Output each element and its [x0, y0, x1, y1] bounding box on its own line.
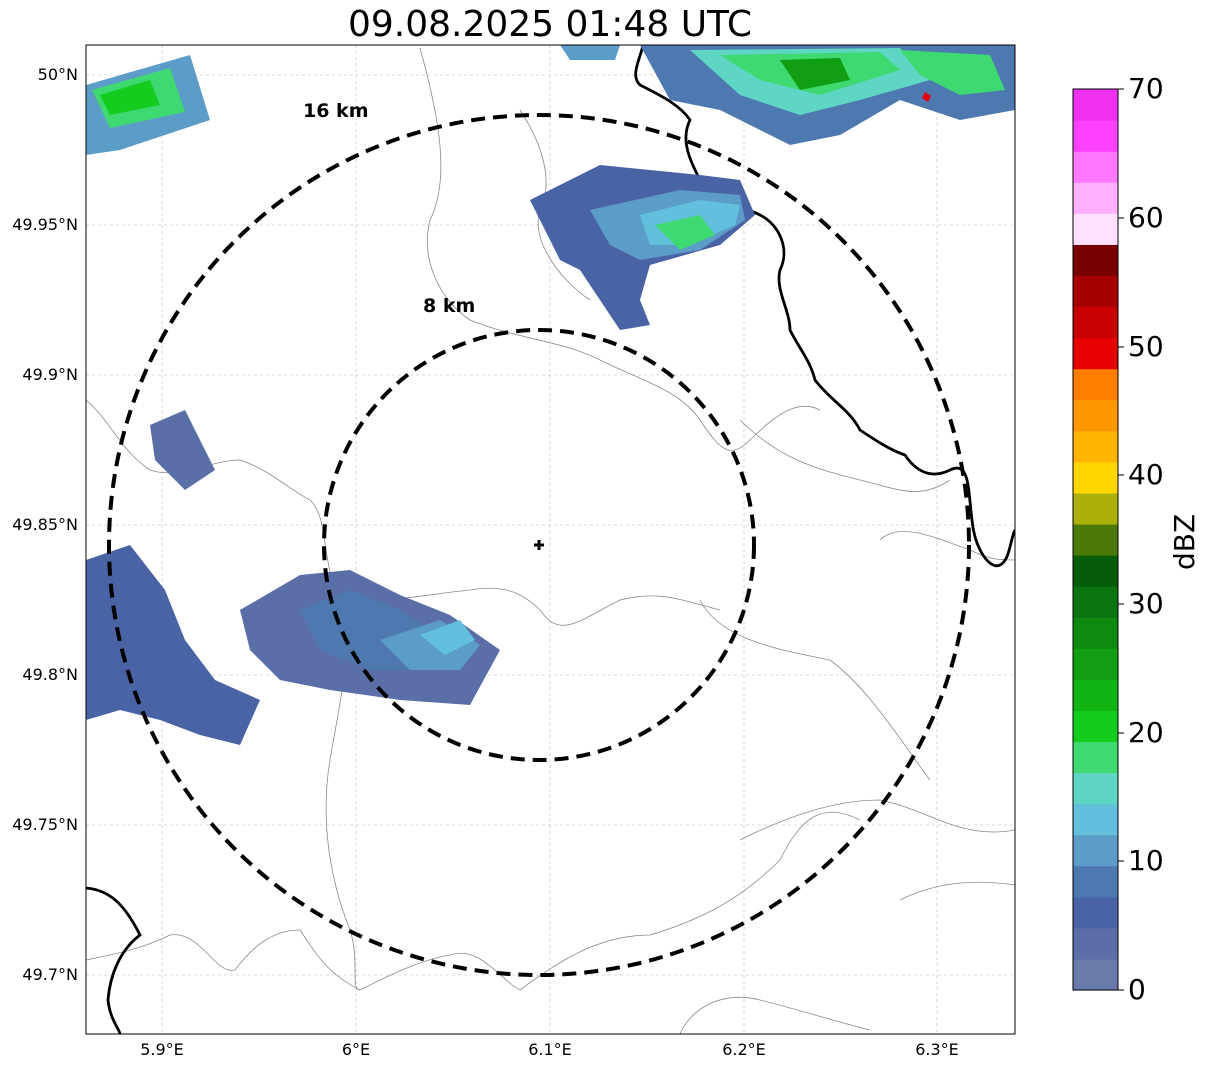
colorbar-tick-label: 20 [1128, 716, 1164, 749]
colorbar-segment [1073, 461, 1118, 494]
lat-label: 49.95°N [12, 215, 78, 234]
colorbar-frame [1072, 88, 1119, 991]
colorbar-tick-label: 70 [1128, 72, 1164, 105]
lat-label: 50°N [37, 65, 78, 84]
colorbar-tick-label: 60 [1128, 201, 1164, 234]
colorbar-segment [1073, 120, 1118, 152]
colorbar-segment [1073, 213, 1118, 245]
echo-cell-southwest [86, 545, 500, 745]
colorbar-tick-label: 40 [1128, 458, 1164, 491]
lon-label: 6°E [341, 1040, 371, 1059]
colorbar-segment [1073, 89, 1118, 121]
colorbar-segment [1073, 182, 1118, 214]
map-title: 09.08.2025 01:48 UTC [347, 4, 753, 45]
colorbar-tick-label: 10 [1128, 844, 1164, 877]
colorbar-segment [1073, 710, 1118, 743]
colorbar-ticks [1118, 88, 1124, 991]
echo-cell-northwest [86, 55, 210, 155]
lat-label: 49.9°N [22, 365, 78, 384]
colorbar-segment [1073, 368, 1118, 401]
colorbar-segment [1073, 337, 1118, 370]
colorbar-segment [1073, 430, 1118, 463]
echo-cell-northeast [530, 165, 755, 330]
radar-site-cross [534, 540, 544, 550]
ring-label-8km: 8 km [423, 295, 476, 317]
colorbar [1073, 89, 1118, 991]
country-borders [86, 45, 1015, 1034]
colorbar-tick-label: 0 [1128, 973, 1146, 1006]
colorbar-segment [1073, 741, 1118, 774]
colorbar-segment [1073, 586, 1118, 618]
lon-label: 6.1°E [528, 1040, 572, 1059]
lon-label: 6.3°E [915, 1040, 959, 1059]
echo-cell-west [150, 410, 215, 490]
colorbar-unit-label: dBZ [1168, 513, 1201, 570]
colorbar-segment [1073, 244, 1118, 277]
colorbar-tick-label: 50 [1128, 330, 1164, 363]
lat-label: 49.8°N [22, 665, 78, 684]
colorbar-segment [1073, 555, 1118, 587]
colorbar-segment [1073, 834, 1118, 867]
precipitation-echoes [86, 45, 1015, 745]
echo-cell-north [560, 45, 1015, 145]
colorbar-segment [1073, 399, 1118, 432]
colorbar-segment [1073, 927, 1118, 960]
lon-label: 6.2°E [722, 1040, 766, 1059]
ring-16km [107, 113, 971, 977]
lat-label: 49.75°N [12, 815, 78, 834]
colorbar-segment [1073, 803, 1118, 836]
ring-label-16km: 16 km [303, 100, 369, 122]
lat-label: 49.85°N [12, 515, 78, 534]
colorbar-segment [1073, 492, 1118, 525]
colorbar-segment [1073, 275, 1118, 308]
colorbar-segment [1073, 772, 1118, 805]
ring-8km [322, 328, 756, 762]
colorbar-segment [1073, 151, 1118, 183]
colorbar-segment [1073, 865, 1118, 898]
colorbar-tick-label: 30 [1128, 587, 1164, 620]
colorbar-segment [1073, 617, 1118, 649]
colorbar-segment [1073, 648, 1118, 680]
colorbar-segment [1073, 896, 1118, 929]
plot-frame [85, 44, 1016, 1035]
lat-label: 49.7°N [22, 965, 78, 984]
colorbar-segment [1073, 958, 1118, 991]
colorbar-segment [1073, 523, 1118, 556]
lon-label: 5.9°E [140, 1040, 184, 1059]
colorbar-segment [1073, 679, 1118, 711]
colorbar-segment [1073, 306, 1118, 339]
range-rings [107, 113, 971, 977]
